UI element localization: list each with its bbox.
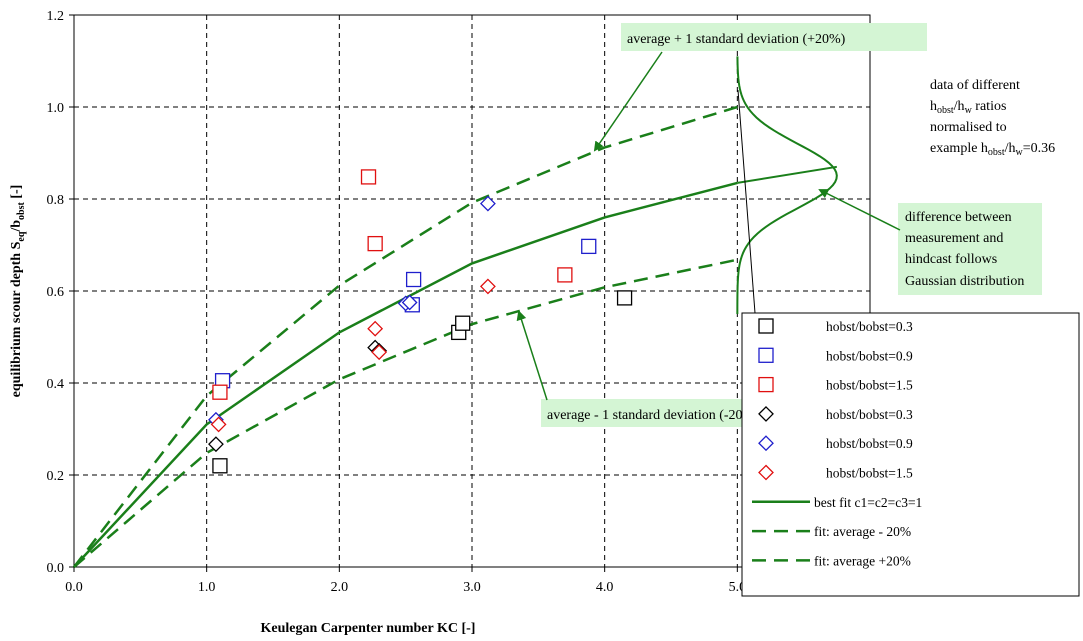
legend: hobst/bobst=0.3 hobst/bobst=0.9 hobst/bobs… bbox=[741, 312, 1080, 597]
y-tick-label: 0.2 bbox=[47, 469, 65, 484]
diamond-point bbox=[210, 416, 227, 433]
data-note-line1: data of different bbox=[930, 78, 1020, 93]
annotation-data-note: data of different hobst/hw ratios normal… bbox=[930, 78, 1055, 158]
annotation-diff-line3: hindcast follows bbox=[905, 252, 997, 267]
y-tick-label: 0.0 bbox=[47, 561, 65, 576]
grid bbox=[74, 15, 870, 567]
diamond-point bbox=[367, 320, 384, 337]
legend-square-symbol bbox=[758, 318, 774, 334]
legend-label: hobst/bobst=0.9 bbox=[826, 436, 913, 451]
square-point bbox=[212, 458, 228, 474]
x-tick-label: 3.0 bbox=[463, 580, 481, 595]
x-tick-label: 2.0 bbox=[331, 580, 349, 595]
gaussian-curve bbox=[736, 56, 838, 315]
data-points bbox=[208, 169, 633, 474]
x-tick-label: 0.0 bbox=[65, 580, 83, 595]
x-axis-label: Keulegan Carpenter number KC [-] bbox=[261, 621, 476, 636]
legend-label: hobst/bobst=1.5 bbox=[826, 466, 913, 481]
y-tick-label: 0.6 bbox=[47, 285, 65, 300]
series-fit-8-line bbox=[73, 105, 738, 568]
square-point bbox=[405, 271, 422, 288]
arrow-difference bbox=[818, 189, 901, 231]
data-note-line2: hobst/hw ratios bbox=[930, 99, 1006, 116]
annotation-difference: difference between measurement and hindc… bbox=[898, 203, 1042, 295]
diamond-point bbox=[371, 344, 388, 361]
y-tick-label: 0.8 bbox=[47, 193, 65, 208]
y-axis-label: equilibrium scour depth Seq/bobst [-] bbox=[9, 185, 27, 398]
square-point bbox=[212, 384, 228, 400]
legend-label: hobst/bobst=0.3 bbox=[826, 319, 913, 334]
square-point bbox=[616, 290, 633, 306]
diamond-point bbox=[401, 294, 418, 311]
data-note-line3: normalised to bbox=[930, 120, 1007, 135]
data-note-line4: example hobst/hw=0.36 bbox=[930, 141, 1055, 158]
x-tick-label: 4.0 bbox=[596, 580, 614, 595]
y-tick-label: 1.2 bbox=[47, 9, 65, 24]
x-tick-label: 1.0 bbox=[198, 580, 216, 595]
annotation-upper-text: average + 1 standard deviation (+20%) bbox=[627, 32, 846, 47]
square-point bbox=[557, 267, 573, 283]
diamond-point bbox=[480, 195, 496, 212]
legend-square-symbol bbox=[758, 347, 774, 363]
legend-label: best fit c1=c2=c3=1 bbox=[814, 495, 922, 510]
arrow-upper bbox=[593, 51, 663, 152]
diamond-point bbox=[208, 436, 224, 453]
series-fit-7-line bbox=[73, 258, 738, 568]
annotation-lower-text: average - 1 standard deviation (-20%) bbox=[547, 408, 759, 423]
y-tick-label: 0.4 bbox=[47, 377, 65, 392]
legend-diamond-symbol bbox=[758, 405, 774, 422]
square-point bbox=[581, 238, 597, 255]
legend-square-symbol bbox=[758, 376, 774, 393]
legend-label: hobst/bobst=1.5 bbox=[826, 378, 913, 393]
annotation-upper: average + 1 standard deviation (+20%) bbox=[621, 23, 927, 51]
square-point bbox=[367, 235, 383, 252]
gaussian-bell bbox=[736, 56, 838, 315]
legend-diamond-symbol bbox=[758, 435, 774, 452]
legend-label: hobst/bobst=0.9 bbox=[826, 348, 913, 363]
square-point bbox=[360, 169, 377, 185]
legend-label: hobst/bobst=0.3 bbox=[826, 407, 913, 422]
square-point bbox=[455, 315, 471, 331]
gaussian-axis-line bbox=[737, 89, 756, 314]
annotation-diff-line4: Gaussian distribution bbox=[905, 274, 1024, 289]
legend-diamond-symbol bbox=[758, 464, 774, 481]
fit-curves bbox=[73, 105, 738, 568]
annotation-diff-line1: difference between bbox=[905, 210, 1012, 225]
series-best-fit-line bbox=[73, 181, 738, 568]
annotation-diff-line2: measurement and bbox=[905, 231, 1003, 246]
legend-label: fit: average - 20% bbox=[814, 524, 911, 539]
arrow-lower bbox=[516, 310, 548, 401]
best-fit-extension bbox=[737, 165, 837, 184]
legend-label: fit: average +20% bbox=[814, 553, 911, 568]
diamond-point bbox=[480, 278, 496, 295]
y-tick-label: 1.0 bbox=[47, 101, 65, 116]
